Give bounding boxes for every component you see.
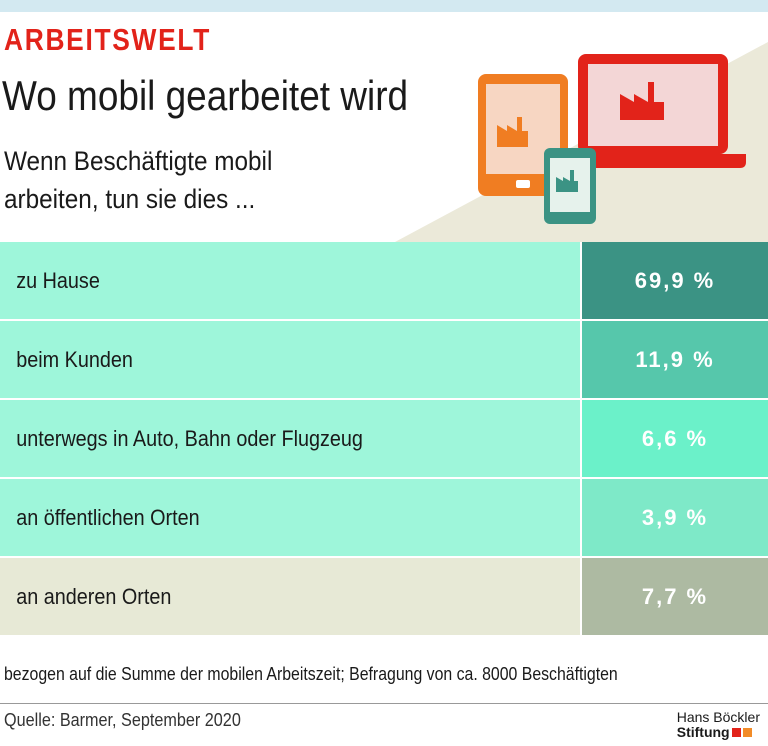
row-label-cell: an anderen Orten (0, 558, 580, 635)
logo-line: Stiftung (677, 725, 760, 740)
row-value: 6,6 % (582, 400, 768, 477)
row-label: an öffentlichen Orten (16, 504, 200, 530)
table-row: beim Kunden 11,9 % (0, 321, 768, 398)
kicker: ARBEITSWELT (4, 22, 212, 57)
row-label: an anderen Orten (16, 583, 172, 609)
row-label: zu Hause (16, 267, 100, 293)
table-row: unterwegs in Auto, Bahn oder Flugzeug 6,6… (0, 400, 768, 477)
row-value: 3,9 % (582, 479, 768, 556)
title: Wo mobil gearbeitet wird (2, 72, 409, 119)
row-value: 69,9 % (582, 242, 768, 319)
top-bar (0, 0, 768, 12)
row-label-cell: unterwegs in Auto, Bahn oder Flugzeug (0, 400, 580, 477)
divider (0, 703, 768, 704)
row-label-cell: beim Kunden (0, 321, 580, 398)
footnote: bezogen auf die Summe der mobilen Arbeit… (4, 664, 618, 684)
logo-line: Stiftung (676, 724, 730, 740)
row-label-cell: an öffentlichen Orten (0, 479, 580, 556)
logo: Hans Böckler Stiftung (677, 710, 760, 740)
subtitle: Wenn Beschäftigte mobil arbeiten, tun si… (4, 146, 273, 214)
table-row: zu Hause 69,9 % (0, 242, 768, 319)
row-label: beim Kunden (16, 346, 133, 372)
table-row: an öffentlichen Orten 3,9 % (0, 479, 768, 556)
header-illustration (395, 42, 768, 242)
table-row: an anderen Orten 7,7 % (0, 558, 768, 635)
table: zu Hause 69,9 % beim Kunden 11,9 % unterwegs… (0, 242, 768, 637)
row-value: 11,9 % (582, 321, 768, 398)
row-label: unterwegs in Auto, Bahn oder Flugzeug (16, 425, 363, 451)
row-value: 7,7 % (582, 558, 768, 635)
logo-line: Hans Böckler (676, 709, 760, 725)
source: Quelle: Barmer, September 2020 (4, 710, 241, 730)
row-label-cell: zu Hause (0, 242, 580, 319)
